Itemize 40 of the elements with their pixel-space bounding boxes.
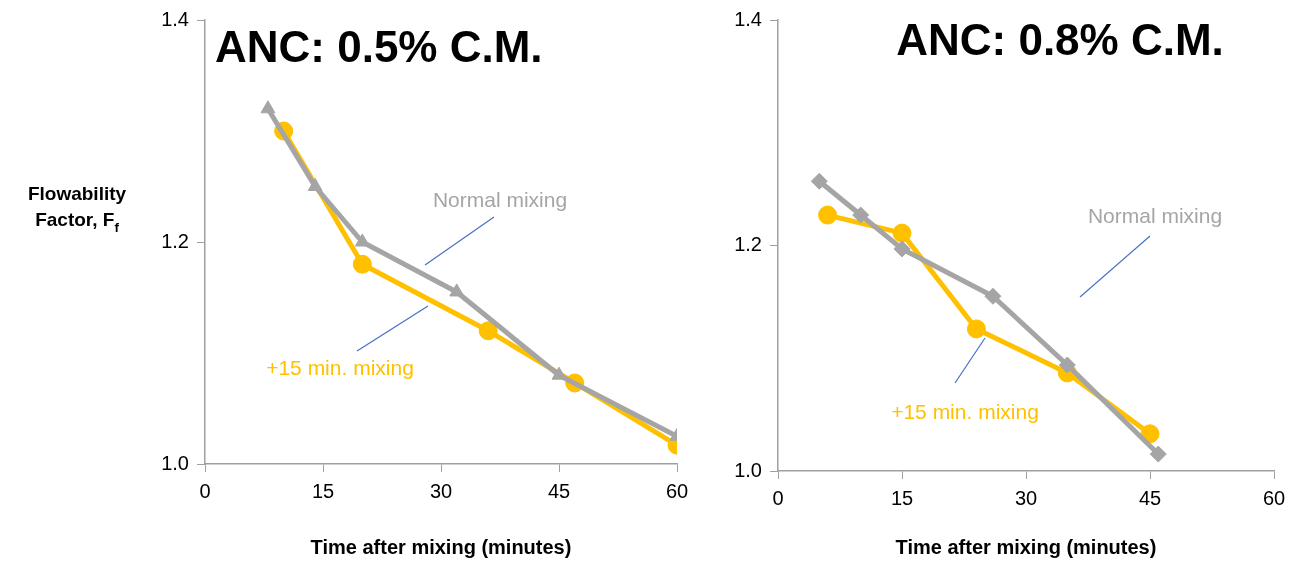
point xyxy=(893,240,911,258)
point xyxy=(551,366,567,380)
y-tick-label: 1.2 xyxy=(161,229,189,252)
series-label: +15 min. mixing xyxy=(891,400,1039,423)
point xyxy=(352,254,372,274)
text: Normal mixing xyxy=(432,188,568,211)
y-tick-label: 1.0 xyxy=(734,458,762,481)
y-tick-label: 1.0 xyxy=(161,451,189,474)
point xyxy=(810,172,828,190)
x-tick-label: 0 xyxy=(199,479,211,502)
x-tick-label: 15 xyxy=(890,486,914,509)
point xyxy=(260,100,276,114)
text: +15 min. mixing xyxy=(266,356,414,379)
y-tick-label: 1.4 xyxy=(161,7,189,30)
x-tick-label: 60 xyxy=(665,479,689,502)
point xyxy=(984,287,1002,305)
point xyxy=(966,319,986,339)
point xyxy=(478,321,498,341)
point xyxy=(1149,445,1167,463)
x-axis-title: Time after mixing (minutes) xyxy=(310,535,572,558)
point xyxy=(307,178,323,191)
point xyxy=(818,205,838,225)
point xyxy=(892,223,912,243)
x-tick-label: 60 xyxy=(1262,486,1286,509)
point xyxy=(1058,356,1076,374)
x-tick-label: 30 xyxy=(429,479,453,502)
text: Normal mixing xyxy=(1087,204,1223,227)
x-tick-label: 45 xyxy=(547,479,571,502)
x-tick-label: 15 xyxy=(311,479,335,502)
x-tick-label: 45 xyxy=(1138,486,1162,509)
point xyxy=(852,206,870,224)
y-tick-label: 1.2 xyxy=(734,233,762,256)
point xyxy=(449,283,465,297)
point xyxy=(354,233,370,247)
y-tick-label: 1.4 xyxy=(734,7,762,30)
x-tick-label: 0 xyxy=(772,486,784,509)
x-tick-label: 30 xyxy=(1014,486,1038,509)
chart-title: ANC: 0.5% C.M. xyxy=(215,22,543,71)
x-axis-title: Time after mixing (minutes) xyxy=(895,535,1157,558)
chart-title: ANC: 0.8% C.M. xyxy=(896,15,1224,64)
